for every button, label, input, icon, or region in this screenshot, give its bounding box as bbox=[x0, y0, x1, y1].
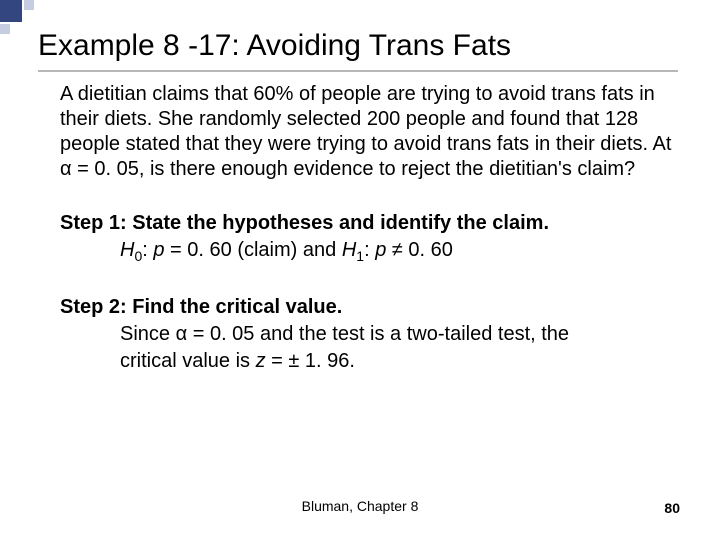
step-1: Step 1: State the hypotheses and identif… bbox=[38, 210, 690, 266]
step-1-body: H0: p = 0. 60 (claim) and H1: p ≠ 0. 60 bbox=[60, 237, 680, 266]
h1-var: p bbox=[375, 239, 386, 261]
corner-square-large bbox=[0, 0, 22, 22]
slide-title: Example 8 -17: Avoiding Trans Fats bbox=[38, 28, 690, 64]
step-2-line-2b: = ± 1. 96. bbox=[266, 350, 355, 372]
step-2-body: Since α = 0. 05 and the test is a two-ta… bbox=[60, 321, 680, 375]
slide-content: Example 8 -17: Avoiding Trans Fats A die… bbox=[38, 28, 690, 403]
h1-rest: ≠ 0. 60 bbox=[386, 239, 453, 261]
footer-citation: Bluman, Chapter 8 bbox=[0, 498, 720, 514]
step-2-heading: Step 2: Find the critical value. bbox=[60, 294, 680, 321]
h1-subscript: 1 bbox=[356, 248, 364, 264]
step-2-z: z bbox=[256, 350, 266, 372]
h1-colon: : bbox=[364, 239, 375, 261]
title-underline bbox=[38, 70, 678, 72]
step-2-line-1: Since α = 0. 05 and the test is a two-ta… bbox=[120, 321, 680, 348]
step-2: Step 2: Find the critical value. Since α… bbox=[38, 294, 690, 375]
corner-square-small-right bbox=[24, 0, 34, 10]
step-2-line-2a: critical value is bbox=[120, 350, 256, 372]
step-1-heading: Step 1: State the hypotheses and identif… bbox=[60, 210, 680, 237]
corner-square-small-bottom bbox=[0, 24, 10, 34]
h0-symbol: H bbox=[120, 239, 134, 261]
h0-colon: : bbox=[142, 239, 153, 261]
h0-var: p bbox=[153, 239, 164, 261]
problem-statement: A dietitian claims that 60% of people ar… bbox=[38, 82, 690, 182]
step-2-line-2: critical value is z = ± 1. 96. bbox=[120, 348, 680, 375]
footer-page-number: 80 bbox=[664, 500, 680, 516]
h0-rest: = 0. 60 (claim) and bbox=[165, 239, 342, 261]
h1-symbol: H bbox=[342, 239, 356, 261]
